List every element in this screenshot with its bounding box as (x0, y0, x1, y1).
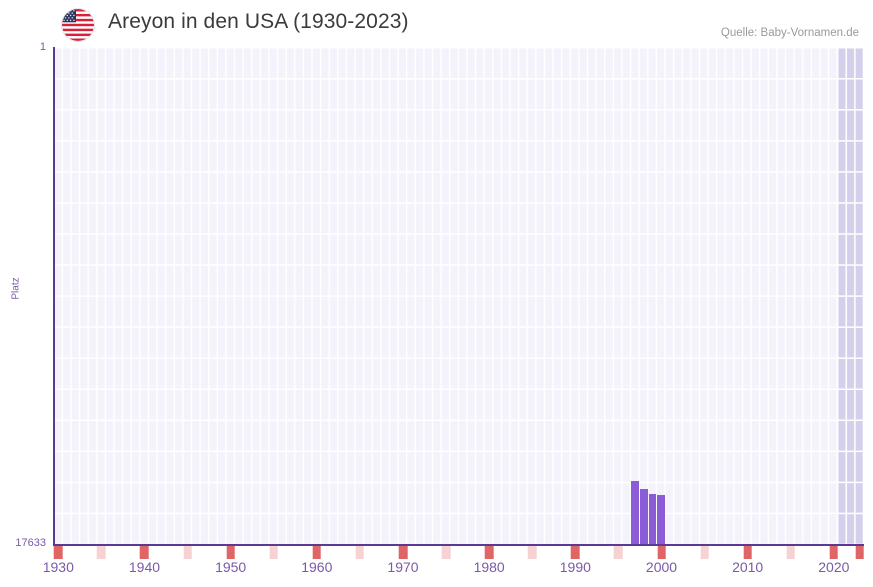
bar-1999 (648, 494, 657, 545)
x-tick-mark-1980 (484, 546, 494, 559)
x-tick-label-1950: 1950 (215, 559, 247, 575)
x-tick-mark-minor-1945 (183, 546, 192, 559)
x-tick-mark-end (855, 546, 864, 559)
x-tick-mark-minor-1995 (614, 546, 623, 559)
x-tick-mark-minor-1965 (355, 546, 365, 559)
plot-area (54, 48, 864, 545)
y-axis-title: Platz (10, 277, 22, 300)
x-tick-mark-1970 (398, 546, 408, 559)
grid-lines (54, 48, 864, 545)
page-title: Areyon in den USA (1930-2023) (108, 10, 409, 33)
x-tick-label-2000: 2000 (645, 559, 678, 575)
x-tick-label-2010: 2010 (732, 559, 764, 575)
x-tick-mark-minor-2005 (700, 546, 709, 559)
future-range-grid (838, 48, 864, 545)
chart-header: Areyon in den USA (1930-2023) Quelle: Ba… (0, 0, 873, 44)
x-tick-mark-1940 (140, 546, 149, 559)
x-tick-mark-1930 (54, 546, 63, 559)
y-axis-line (53, 47, 55, 546)
bar-series (54, 48, 864, 545)
x-tick-label-1960: 1960 (301, 559, 333, 575)
x-tick-label-1940: 1940 (128, 559, 161, 575)
x-tick-mark-1960 (312, 546, 322, 559)
x-tick-label-2020: 2020 (818, 559, 850, 575)
source-attribution: Quelle: Baby-Vornamen.de (720, 27, 859, 39)
bar-1998 (639, 489, 648, 545)
x-tick-label-1970: 1970 (387, 559, 419, 575)
x-tick-label-1980: 1980 (473, 559, 505, 575)
x-tick-mark-2010 (743, 546, 752, 559)
us-flag-icon (62, 9, 94, 41)
x-tick-mark-minor-1975 (441, 546, 451, 559)
x-tick-mark-1950 (226, 546, 235, 559)
y-axis-tick-top: 1 (39, 41, 46, 53)
x-axis-line (53, 544, 864, 546)
x-tick-mark-2000 (657, 546, 666, 559)
x-tick-mark-2020 (829, 546, 839, 559)
bar-2000 (657, 495, 665, 545)
x-tick-label-1990: 1990 (559, 559, 591, 575)
y-axis-tick-bottom: 17633 (15, 537, 46, 549)
x-tick-mark-minor-1935 (97, 546, 106, 559)
x-tick-mark-1990 (571, 546, 580, 559)
x-tick-mark-minor-1985 (527, 546, 537, 559)
x-tick-label-1930: 1930 (42, 559, 74, 575)
bar-1997 (631, 480, 640, 545)
x-tick-mark-minor-2015 (786, 546, 796, 559)
x-tick-mark-minor-1955 (269, 546, 279, 559)
